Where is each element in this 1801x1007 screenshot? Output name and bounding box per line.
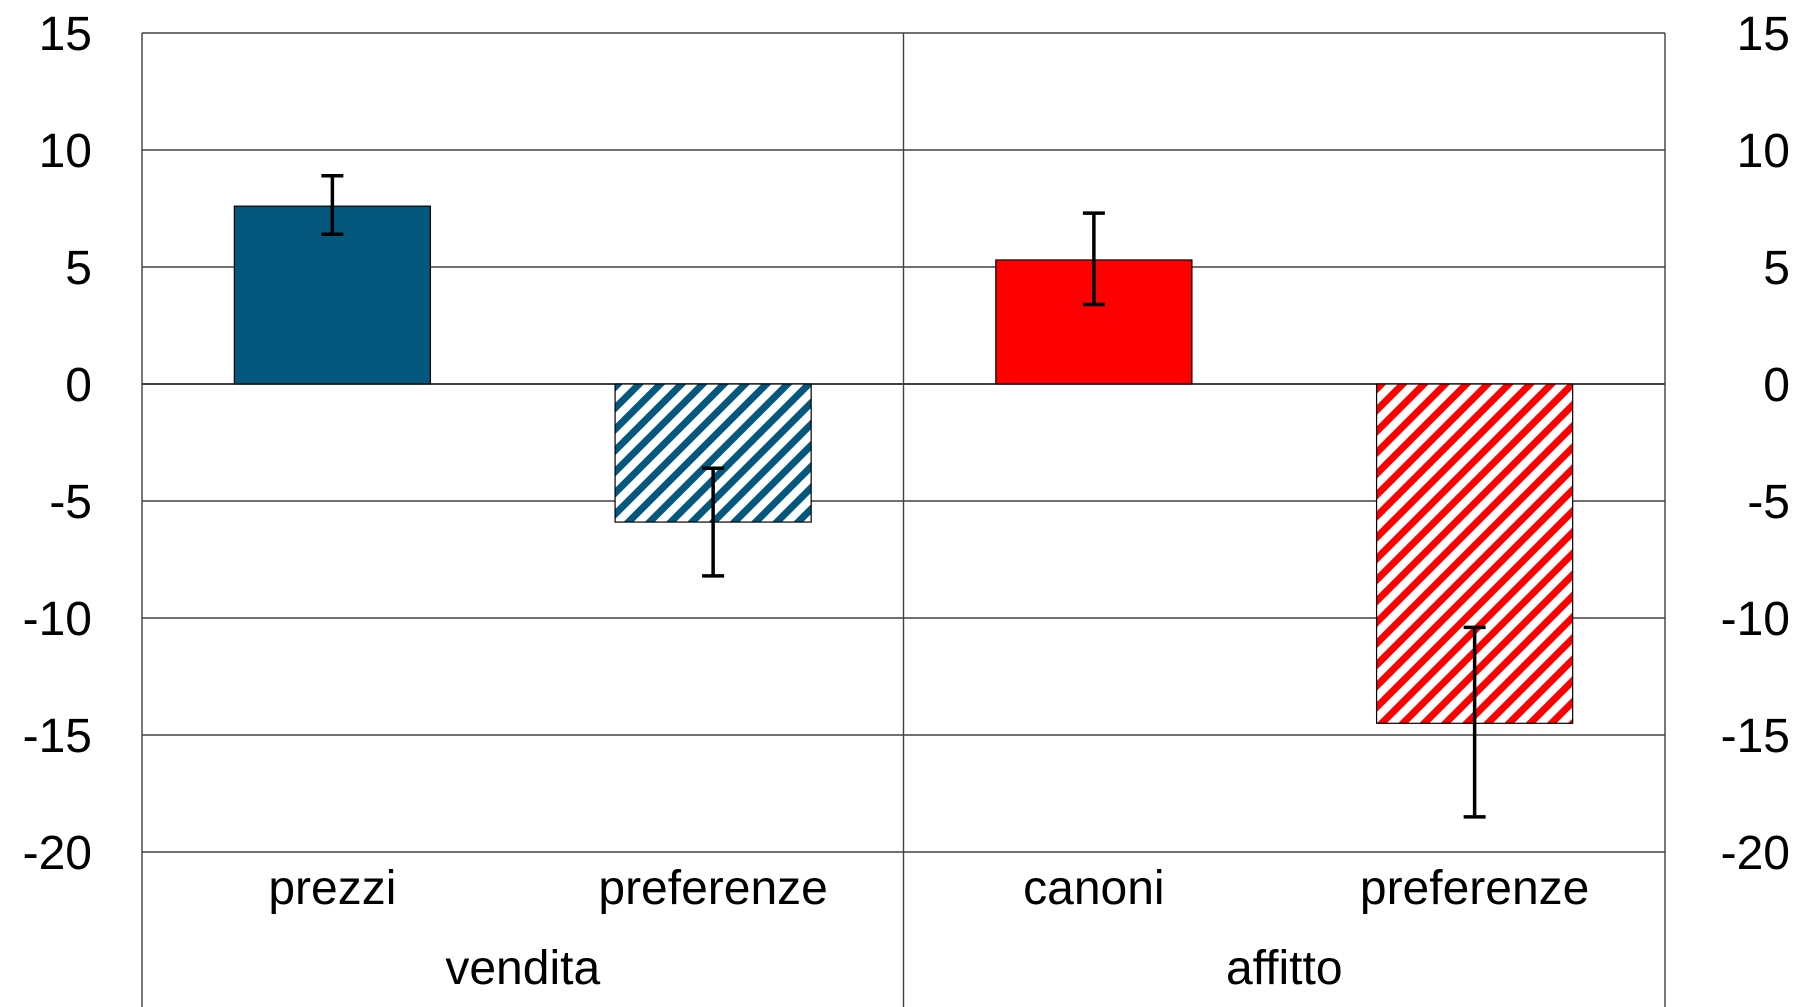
y-axis-right: 15 10 5 0 -5 -10 -15 -20	[1721, 8, 1790, 880]
y-tick-label-left: -10	[23, 593, 92, 646]
category-axis: prezzi preferenze vendita canoni preferenze a…	[268, 862, 1589, 995]
group-label: vendita	[445, 942, 600, 995]
y-tick-label-right: 15	[1737, 8, 1790, 61]
y-axis-left: 15 10 5 0 -5 -10 -15 -20	[23, 8, 92, 880]
category-label: preferenze	[598, 862, 827, 915]
y-tick-label-left: 15	[39, 8, 92, 61]
category-label: preferenze	[1360, 862, 1589, 915]
category-label: canoni	[1023, 862, 1164, 915]
y-tick-label-right: -15	[1721, 710, 1790, 763]
y-tick-label-left: 5	[65, 242, 92, 295]
y-tick-label-left: 10	[39, 125, 92, 178]
y-tick-label-right: -20	[1721, 827, 1790, 880]
category-label: prezzi	[268, 862, 396, 915]
y-tick-label-right: 5	[1763, 242, 1790, 295]
y-tick-label-right: -10	[1721, 593, 1790, 646]
y-tick-label-left: -5	[49, 476, 92, 529]
y-tick-label-left: 0	[65, 359, 92, 412]
group-label: affitto	[1226, 942, 1343, 995]
y-tick-label-right: 0	[1763, 359, 1790, 412]
y-tick-label-left: -15	[23, 710, 92, 763]
y-tick-label-left: -20	[23, 827, 92, 880]
y-tick-label-right: -5	[1747, 476, 1790, 529]
y-tick-label-right: 10	[1737, 125, 1790, 178]
